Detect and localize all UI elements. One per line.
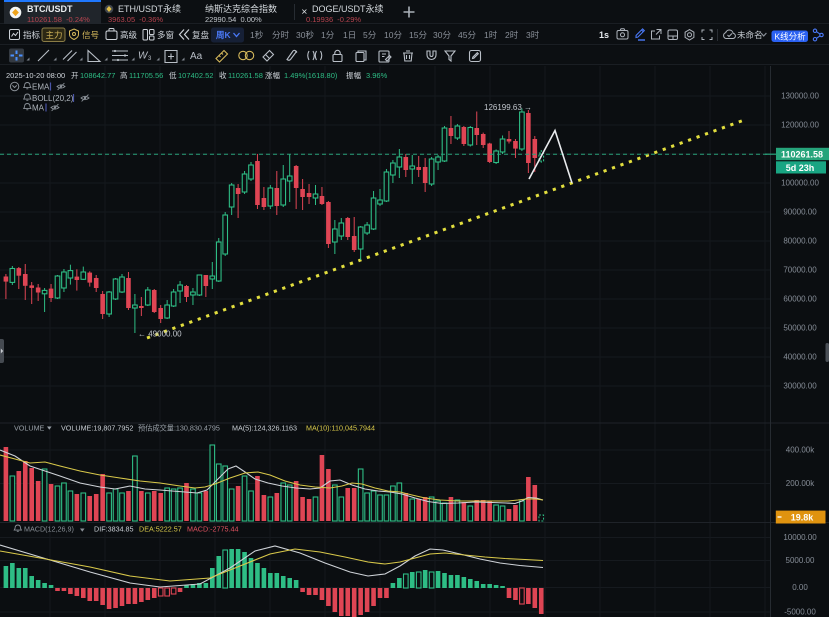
svg-text:MA(5):124,326.1163: MA(5):124,326.1163 xyxy=(232,424,297,433)
svg-text:振幅: 振幅 xyxy=(346,70,361,80)
svg-text:1分: 1分 xyxy=(321,30,335,40)
svg-text:1s: 1s xyxy=(599,30,609,40)
svg-text:110261.58: 110261.58 xyxy=(781,149,823,159)
svg-text:1日: 1日 xyxy=(343,30,356,40)
svg-text:10分: 10分 xyxy=(384,30,402,40)
svg-text:DEA:5222.57: DEA:5222.57 xyxy=(139,525,182,534)
svg-text:Aa: Aa xyxy=(190,51,203,62)
svg-text:MACD(12,26,9): MACD(12,26,9) xyxy=(24,525,74,534)
svg-text:周K: 周K xyxy=(216,30,232,40)
svg-text:VOLUME: VOLUME xyxy=(14,424,45,433)
svg-text:108642.77: 108642.77 xyxy=(80,71,115,80)
svg-text:高: 高 xyxy=(120,70,128,80)
svg-text:纳斯达克综合指数: 纳斯达克综合指数 xyxy=(205,3,277,14)
svg-text:2025-10-20 08:00: 2025-10-20 08:00 xyxy=(6,71,65,80)
svg-text:涨幅: 涨幅 xyxy=(265,70,280,80)
svg-text:BTC/USDT: BTC/USDT xyxy=(27,4,73,14)
svg-text:0.00: 0.00 xyxy=(792,583,808,592)
svg-text:收: 收 xyxy=(219,70,227,80)
svg-text:MA: MA xyxy=(32,104,45,113)
svg-text:110261.58 -0.24%: 110261.58 -0.24% xyxy=(27,15,90,24)
svg-text:22990.54 0.00%: 22990.54 0.00% xyxy=(205,15,262,24)
svg-text:19.8k: 19.8k xyxy=(791,512,815,522)
svg-text:10000.00: 10000.00 xyxy=(783,533,817,542)
svg-text:200.00k: 200.00k xyxy=(786,479,815,488)
svg-text:3.96%: 3.96% xyxy=(366,71,388,80)
svg-text:111705.56: 111705.56 xyxy=(129,71,163,80)
svg-text:110261.58: 110261.58 xyxy=(228,71,263,80)
svg-text:3: 3 xyxy=(148,56,152,62)
svg-text:DOGE/USDT永续: DOGE/USDT永续 xyxy=(312,3,384,14)
svg-text:30分: 30分 xyxy=(433,30,451,40)
svg-text:指标: 指标 xyxy=(23,30,41,40)
svg-text:K线分析: K线分析 xyxy=(775,32,807,42)
svg-text:分时: 分时 xyxy=(272,30,290,40)
svg-text:✕: ✕ xyxy=(301,8,308,17)
svg-text:← 49000.00: ← 49000.00 xyxy=(138,330,182,339)
svg-text:130000.00: 130000.00 xyxy=(781,92,819,101)
svg-text:40000.00: 40000.00 xyxy=(783,353,817,362)
svg-text:1时: 1时 xyxy=(484,30,498,40)
svg-text:3963.05 -0.36%: 3963.05 -0.36% xyxy=(108,15,163,24)
svg-text:未命名: 未命名 xyxy=(737,30,763,40)
svg-text:复盘: 复盘 xyxy=(192,30,210,40)
svg-text:5d 23h: 5d 23h xyxy=(786,163,815,173)
svg-text:45分: 45分 xyxy=(458,30,476,40)
svg-text:高级: 高级 xyxy=(120,30,138,40)
svg-text:预估成交量:130,830.4795: 预估成交量:130,830.4795 xyxy=(138,424,220,433)
svg-text:VOLUME:19,807.7952: VOLUME:19,807.7952 xyxy=(61,424,133,433)
svg-text:120000.00: 120000.00 xyxy=(781,121,819,130)
svg-text:100000.00: 100000.00 xyxy=(781,179,819,188)
svg-text:0.19936 -0.29%: 0.19936 -0.29% xyxy=(306,15,361,24)
svg-text:多窗: 多窗 xyxy=(157,30,174,40)
svg-text:60000.00: 60000.00 xyxy=(783,295,817,304)
svg-text:MACD:-2775.44: MACD:-2775.44 xyxy=(187,525,239,534)
svg-text:107402.52: 107402.52 xyxy=(178,71,213,80)
svg-text:30000.00: 30000.00 xyxy=(783,382,817,391)
svg-text:2时: 2时 xyxy=(505,30,519,40)
svg-text:低: 低 xyxy=(169,70,177,80)
svg-text:15分: 15分 xyxy=(409,30,427,40)
svg-text:DIF:3834.85: DIF:3834.85 xyxy=(94,525,134,534)
svg-text:开: 开 xyxy=(71,71,79,80)
svg-text:1.49%(1618.80): 1.49%(1618.80) xyxy=(284,71,338,80)
svg-text:W: W xyxy=(138,51,149,62)
svg-text:-5000.00: -5000.00 xyxy=(784,608,816,617)
svg-text:主力: 主力 xyxy=(46,30,63,40)
svg-text:BOLL(20,2): BOLL(20,2) xyxy=(32,94,74,103)
svg-text:3时: 3时 xyxy=(526,30,540,40)
svg-text:30秒: 30秒 xyxy=(296,30,314,40)
svg-text:126199.63 →: 126199.63 → xyxy=(484,103,532,112)
svg-text:90000.00: 90000.00 xyxy=(783,208,817,217)
svg-text:ETH/USDT永续: ETH/USDT永续 xyxy=(118,3,181,14)
svg-text:50000.00: 50000.00 xyxy=(783,324,817,333)
svg-text:EMA: EMA xyxy=(32,83,50,92)
svg-text:80000.00: 80000.00 xyxy=(783,237,817,246)
svg-text:信号: 信号 xyxy=(82,30,99,40)
svg-text:MA(10):110,045.7944: MA(10):110,045.7944 xyxy=(306,424,375,433)
svg-text:400.00k: 400.00k xyxy=(786,446,815,455)
svg-text:70000.00: 70000.00 xyxy=(783,266,817,275)
svg-text:5000.00: 5000.00 xyxy=(786,556,815,565)
svg-text:5分: 5分 xyxy=(363,30,377,40)
svg-text:1秒: 1秒 xyxy=(250,30,264,40)
